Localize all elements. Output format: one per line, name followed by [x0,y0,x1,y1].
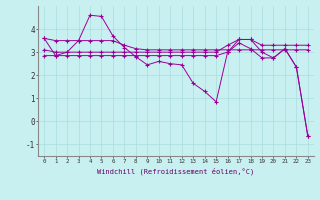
X-axis label: Windchill (Refroidissement éolien,°C): Windchill (Refroidissement éolien,°C) [97,167,255,175]
